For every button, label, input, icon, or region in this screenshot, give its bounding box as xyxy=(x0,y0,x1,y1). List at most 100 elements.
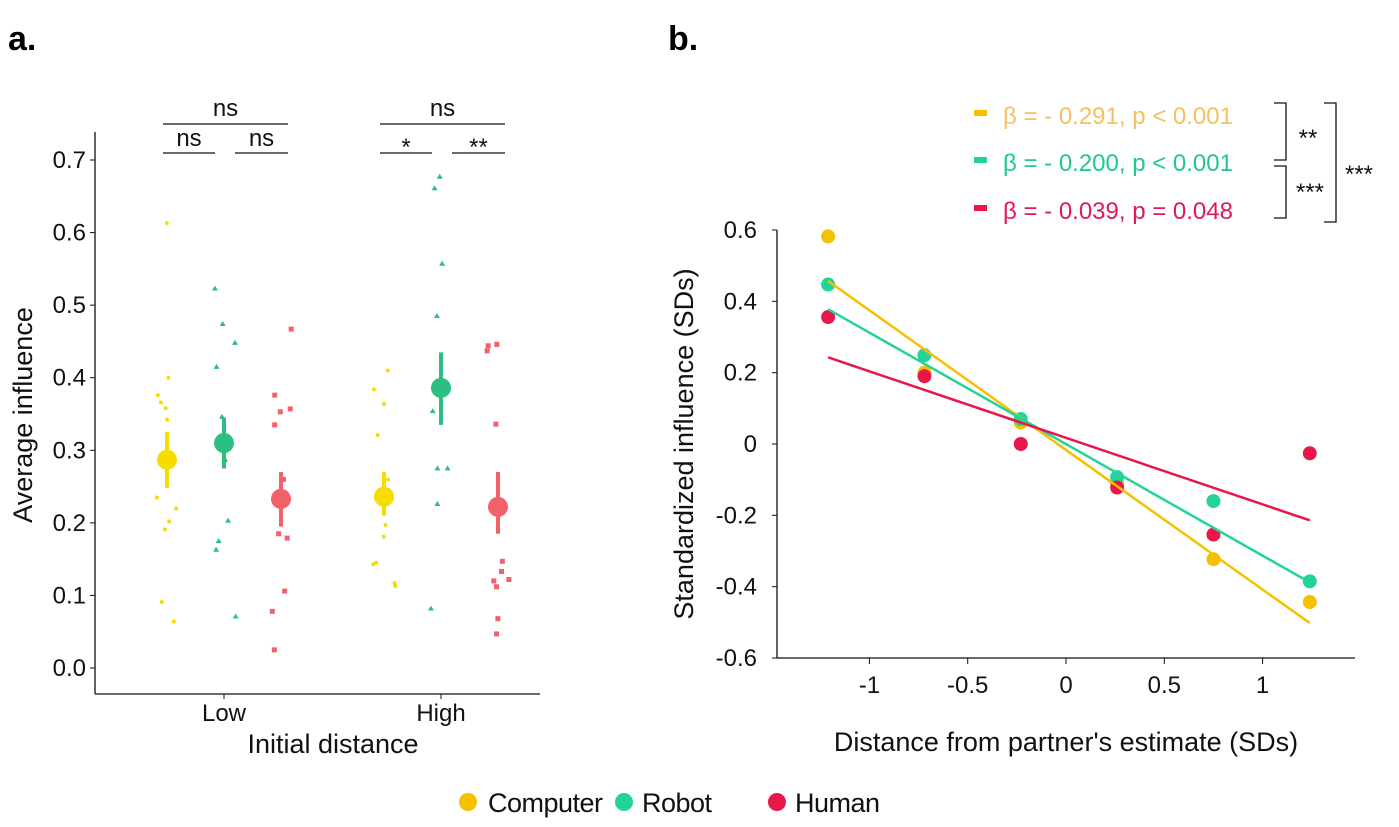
data-point xyxy=(494,341,500,347)
data-point xyxy=(277,409,283,415)
significance-label: ** xyxy=(469,134,488,161)
y-tick-label: 0.2 xyxy=(53,510,86,537)
data-point xyxy=(444,465,451,471)
legend-label: β = - 0.200, p < 0.001 xyxy=(1003,150,1233,177)
data-point xyxy=(439,260,446,266)
data-point xyxy=(282,588,288,594)
y-tick-label: 0.6 xyxy=(53,220,86,247)
data-point xyxy=(381,534,386,539)
panel-b-plot: Standardized influence (SDs) Distance fr… xyxy=(669,217,1355,757)
legend-swatch xyxy=(974,157,987,163)
data-point xyxy=(484,348,490,354)
legend-label: Robot xyxy=(642,788,713,818)
panel-b-x-label: Distance from partner's estimate (SDs) xyxy=(834,727,1298,757)
legend-label: β = - 0.291, p < 0.001 xyxy=(1003,103,1233,130)
data-point xyxy=(371,387,376,392)
panel-a-y-label: Average influence xyxy=(8,307,38,523)
data-point xyxy=(215,538,222,544)
bottom-legend: Computer Robot Human xyxy=(459,788,880,818)
x-tick-label: 0 xyxy=(1059,672,1072,699)
data-point xyxy=(159,599,164,604)
significance-label: ns xyxy=(430,95,455,122)
panel-b-legend: β = - 0.291, p < 0.001 β = - 0.200, p < 0… xyxy=(974,102,1373,225)
data-point xyxy=(434,465,441,471)
mean-point xyxy=(271,488,291,509)
y-tick-label: 0.2 xyxy=(724,360,757,387)
data-point xyxy=(174,506,179,511)
data-point xyxy=(429,408,436,414)
data-point xyxy=(821,310,836,325)
mean-point xyxy=(214,433,234,454)
data-point xyxy=(269,608,275,614)
data-point xyxy=(385,368,390,373)
mean-point xyxy=(157,449,177,470)
data-point xyxy=(494,631,500,637)
legend-swatch xyxy=(974,205,987,211)
x-tick-label: Low xyxy=(202,700,247,727)
data-point xyxy=(154,495,159,500)
data-point xyxy=(506,576,512,582)
panel-a-x-label: Initial distance xyxy=(247,729,418,759)
data-point xyxy=(499,568,505,574)
fit-line xyxy=(827,356,1311,522)
data-point xyxy=(287,406,293,412)
data-point xyxy=(494,584,500,590)
data-point xyxy=(491,578,497,584)
data-point xyxy=(280,476,286,482)
data-point xyxy=(917,369,932,384)
data-point xyxy=(163,406,168,411)
data-point xyxy=(284,535,290,541)
mean-point xyxy=(374,486,394,507)
comparison-bracket xyxy=(1274,165,1287,219)
data-point xyxy=(374,560,379,565)
data-point xyxy=(211,285,218,291)
fit-line xyxy=(827,308,1311,584)
data-point xyxy=(436,173,443,179)
data-point xyxy=(213,546,220,552)
fit-line xyxy=(827,279,1311,625)
data-point xyxy=(225,517,232,523)
significance-label: ns xyxy=(176,125,201,152)
y-tick-label: 0.5 xyxy=(53,292,86,319)
y-tick-label: 0.1 xyxy=(53,582,86,609)
panel-a-label: a. xyxy=(8,20,36,58)
x-tick-label: 1 xyxy=(1256,672,1269,699)
panel-b-label: b. xyxy=(668,20,698,58)
data-point xyxy=(493,421,499,427)
data-point xyxy=(1302,446,1317,461)
data-point xyxy=(162,527,167,532)
data-point xyxy=(427,605,434,611)
comparison-label: *** xyxy=(1345,161,1373,188)
legend-label: Computer xyxy=(488,788,603,818)
data-point xyxy=(155,393,160,398)
x-tick-label: High xyxy=(416,700,465,727)
computer-legend-dot xyxy=(459,793,477,811)
comparison-label: ** xyxy=(1299,125,1318,152)
data-point xyxy=(166,375,171,380)
significance-label: ns xyxy=(249,125,274,152)
data-point xyxy=(158,400,163,405)
comparison-bracket xyxy=(1324,102,1337,223)
y-tick-label: -0.2 xyxy=(716,502,757,529)
data-point xyxy=(821,277,836,292)
data-point xyxy=(1013,437,1028,451)
y-tick-label: 0.6 xyxy=(724,217,757,244)
legend-label: Human xyxy=(795,788,880,818)
data-point xyxy=(276,531,282,537)
x-tick-label: -1 xyxy=(859,672,880,699)
y-tick-label: -0.4 xyxy=(716,574,757,601)
x-tick-label: 0.5 xyxy=(1148,672,1181,699)
panel-b-y-label: Standardized influence (SDs) xyxy=(669,268,699,619)
data-point xyxy=(381,401,386,406)
y-tick-label: 0.3 xyxy=(53,437,86,464)
data-point xyxy=(499,558,505,564)
legend-swatch xyxy=(974,110,987,116)
data-point xyxy=(495,616,501,622)
y-tick-label: -0.6 xyxy=(716,645,757,672)
data-point xyxy=(1206,494,1221,509)
comparison-label: *** xyxy=(1296,179,1324,206)
data-point xyxy=(433,313,440,319)
data-point xyxy=(231,339,238,345)
y-tick-label: 0.4 xyxy=(724,288,757,315)
y-tick-label: 0 xyxy=(744,431,757,458)
